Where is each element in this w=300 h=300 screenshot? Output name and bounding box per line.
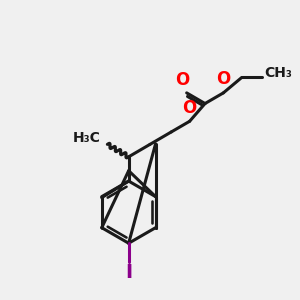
Text: O: O bbox=[176, 71, 190, 89]
Text: O: O bbox=[216, 70, 230, 88]
Text: CH₃: CH₃ bbox=[264, 66, 292, 80]
Text: I: I bbox=[125, 263, 132, 282]
Text: O: O bbox=[182, 99, 197, 117]
Text: H₃C: H₃C bbox=[73, 131, 101, 145]
